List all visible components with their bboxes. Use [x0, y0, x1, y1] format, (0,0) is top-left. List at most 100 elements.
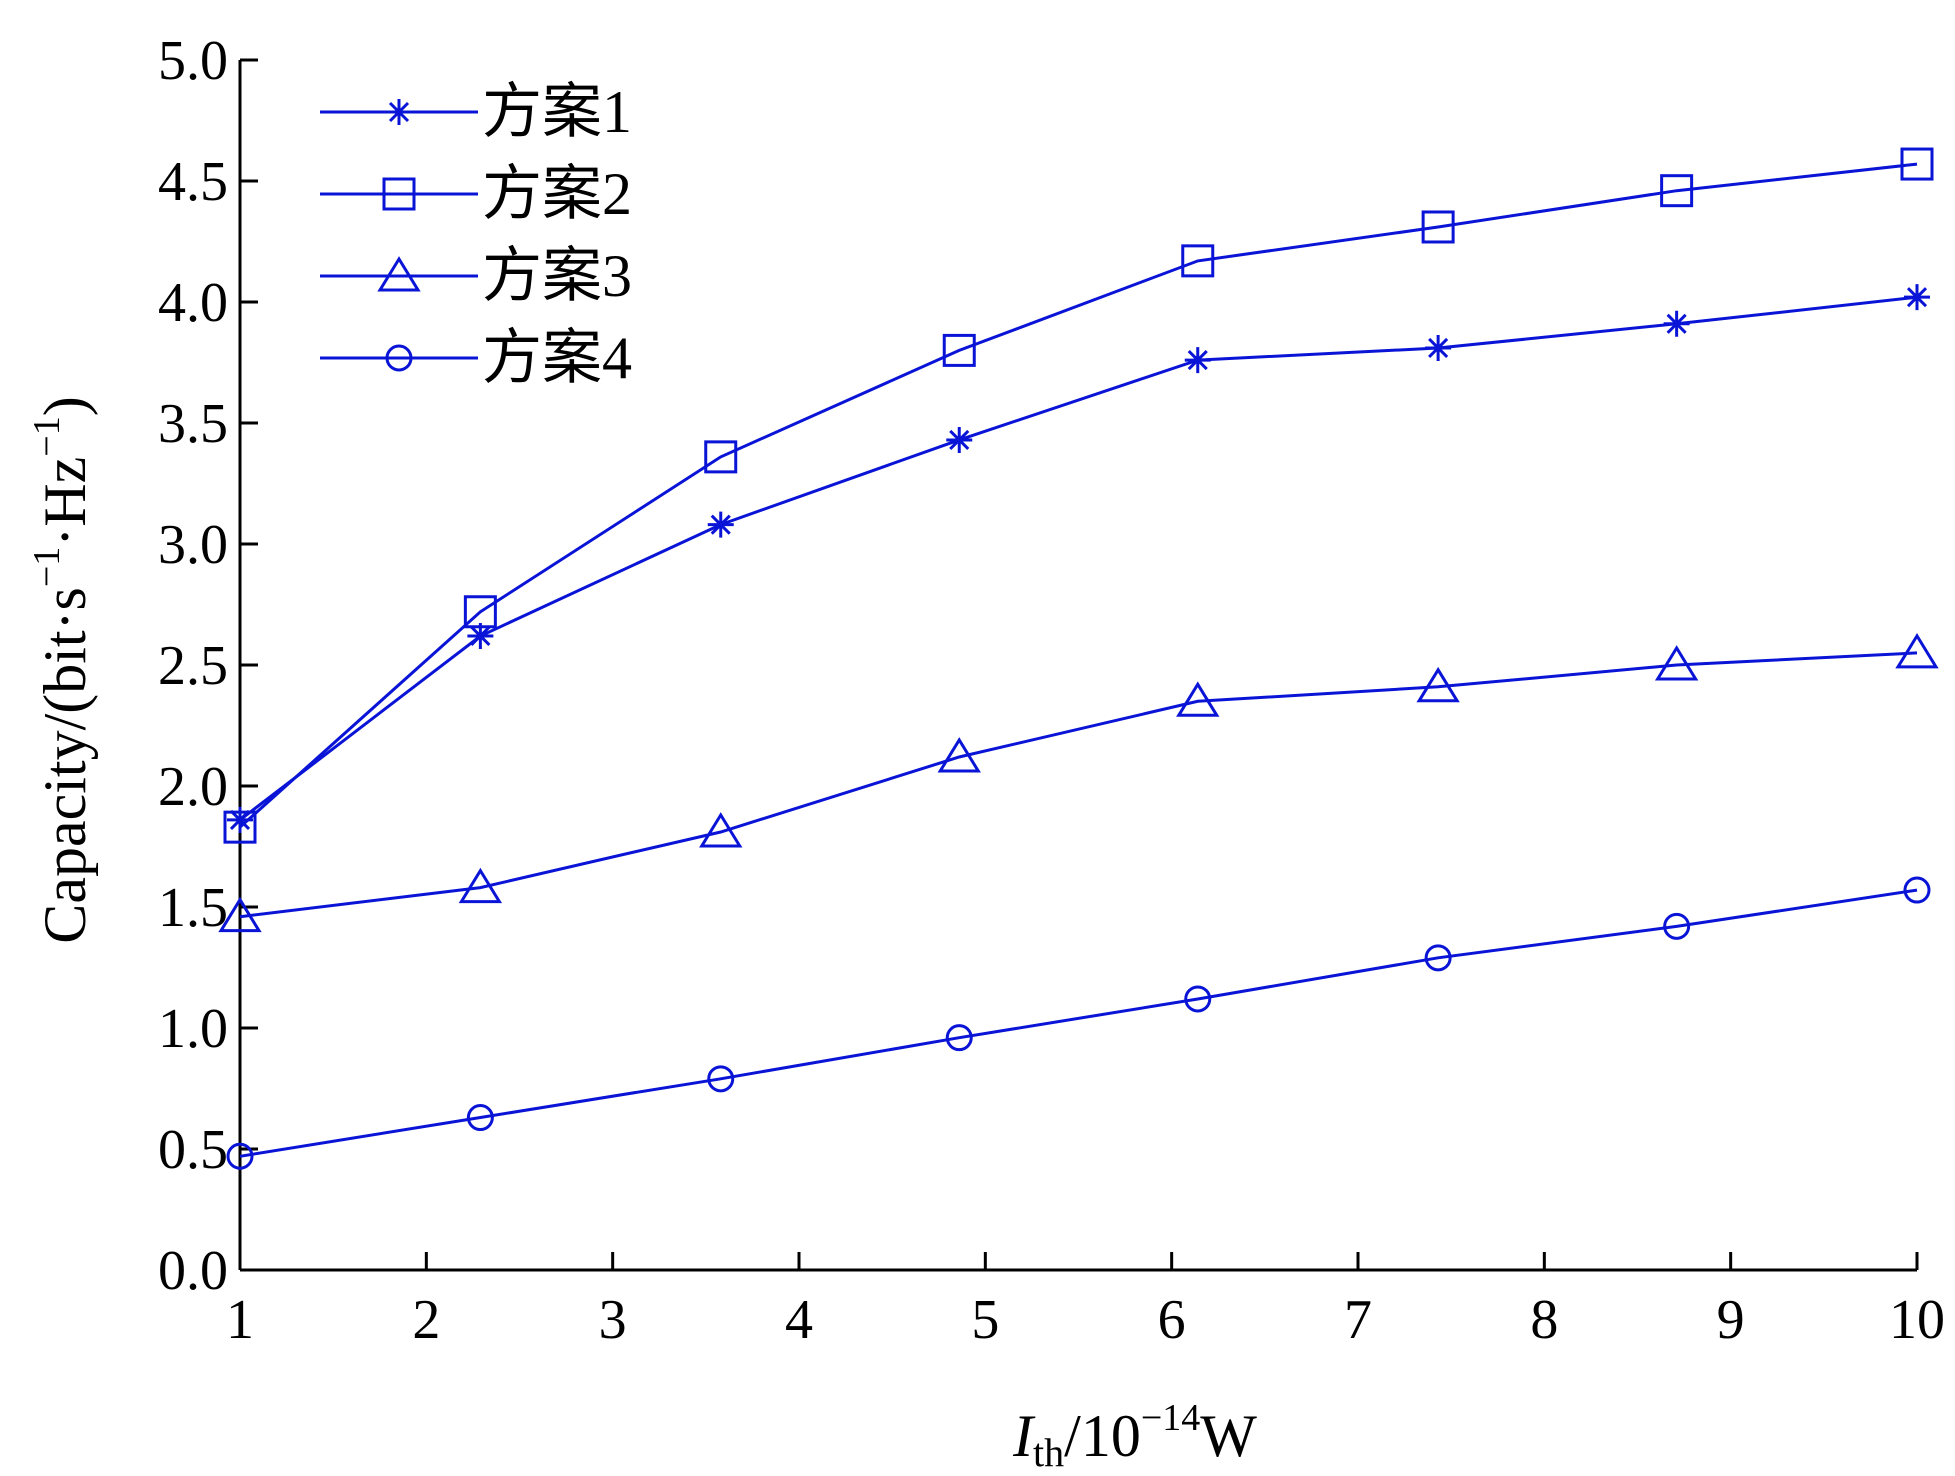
square-marker	[223, 810, 257, 844]
data-point	[1421, 210, 1455, 244]
circle-marker	[1184, 985, 1212, 1013]
x-tick-label: 5	[971, 1289, 999, 1351]
x-tick-label: 1	[226, 1289, 254, 1351]
data-point	[704, 440, 738, 474]
square-marker	[704, 440, 738, 474]
data-point	[467, 622, 494, 649]
x-tick-label: 7	[1344, 1289, 1372, 1351]
legend-item-3: 方案3	[320, 243, 632, 309]
data-point	[1900, 147, 1934, 181]
data-point	[1416, 666, 1460, 703]
asterisk-marker	[227, 806, 253, 833]
data-point	[1654, 645, 1699, 681]
triangle-marker	[458, 867, 503, 904]
square-marker	[1900, 147, 1934, 181]
y-tick-label: 1.5	[158, 877, 228, 939]
square-marker	[1421, 210, 1455, 244]
legend-label: 方案4	[482, 325, 632, 391]
asterisk-marker	[467, 622, 494, 649]
legend-label: 方案2	[482, 161, 632, 227]
square-marker	[942, 333, 976, 367]
asterisk-marker	[1425, 334, 1452, 361]
data-point	[466, 1104, 494, 1132]
x-axis-label: Ith/10−14W	[1012, 1397, 1257, 1475]
series-2	[223, 147, 1934, 844]
series-line-3	[239, 651, 1918, 919]
data-point	[227, 806, 253, 833]
data-point	[937, 737, 981, 773]
circle-marker	[1663, 912, 1691, 940]
x-tick-label: 9	[1717, 1289, 1745, 1351]
plot-frame: 0.0 0.5 1.0 1.5 2.0 2.5 3.0 3.5 4.0 4.5 5.0 1 2 3 4 5 6 7…	[158, 30, 1945, 1351]
y-tick-label: 3.5	[158, 393, 228, 455]
data-point	[1425, 334, 1452, 361]
square-marker	[463, 595, 497, 629]
x-tick-label: 8	[1530, 1289, 1558, 1351]
legend-item-4: 方案4	[320, 325, 632, 391]
circle-marker	[1424, 944, 1452, 972]
data-point	[1176, 681, 1220, 717]
triangle-marker	[1416, 666, 1460, 703]
data-point	[463, 595, 497, 629]
legend: 方案1 方案2 方案3 方案4	[320, 79, 632, 391]
square-marker	[1660, 174, 1694, 208]
asterisk-marker	[1904, 284, 1930, 311]
triangle-marker	[1654, 645, 1699, 681]
asterisk-marker	[386, 99, 412, 125]
data-point	[945, 1024, 973, 1052]
x-tick-label: 6	[1158, 1289, 1186, 1351]
y-tick-label: 2.5	[158, 635, 228, 697]
data-point	[946, 426, 973, 453]
data-point	[218, 896, 262, 933]
data-point	[1184, 985, 1212, 1013]
y-axis-label: Capacity/(bit·s−1·Hz−1)	[26, 396, 98, 943]
square-marker	[1181, 244, 1215, 278]
circle-marker	[385, 344, 413, 372]
data-point	[1904, 284, 1930, 311]
series-layer	[218, 147, 1939, 1170]
asterisk-marker	[1663, 310, 1690, 337]
data-point	[226, 1142, 254, 1170]
circle-marker	[466, 1104, 494, 1132]
series-3	[218, 633, 1939, 933]
circle-marker	[707, 1065, 735, 1093]
y-tick-label: 3.0	[158, 514, 228, 576]
series-4	[226, 876, 1931, 1170]
legend-item-1: 方案1	[320, 79, 632, 145]
asterisk-marker	[946, 426, 973, 453]
y-tick-label: 0.0	[158, 1240, 228, 1302]
y-tick-label: 2.0	[158, 756, 228, 818]
x-tick-label: 4	[785, 1289, 813, 1351]
data-point	[1663, 912, 1691, 940]
asterisk-marker	[707, 511, 734, 538]
data-point	[223, 810, 257, 844]
triangle-marker	[1895, 633, 1939, 669]
asterisk-marker	[1184, 347, 1211, 374]
circle-marker	[1903, 876, 1931, 904]
series-line-4	[239, 888, 1918, 1158]
series-line-1	[239, 295, 1918, 822]
data-point	[1895, 633, 1939, 669]
series-line-2	[238, 162, 1918, 829]
triangle-marker	[218, 896, 262, 933]
data-point	[942, 333, 976, 367]
data-point	[1903, 876, 1931, 904]
square-marker	[382, 177, 416, 211]
y-tick-label: 4.0	[158, 272, 228, 334]
data-point	[1663, 310, 1690, 337]
triangle-marker	[699, 812, 743, 848]
data-point	[699, 812, 743, 848]
y-tick-label: 1.0	[158, 998, 228, 1060]
triangle-marker	[377, 256, 421, 292]
x-tick-label: 3	[599, 1289, 627, 1351]
y-tick-label: 4.5	[158, 151, 228, 213]
triangle-marker	[1176, 681, 1220, 717]
data-point	[1181, 244, 1215, 278]
y-tick-label: 0.5	[158, 1119, 228, 1181]
x-tick-label: 10	[1889, 1289, 1945, 1351]
y-tick-label: 5.0	[158, 30, 228, 92]
legend-label: 方案3	[482, 243, 632, 309]
legend-label: 方案1	[482, 79, 632, 145]
circle-marker	[226, 1142, 254, 1170]
